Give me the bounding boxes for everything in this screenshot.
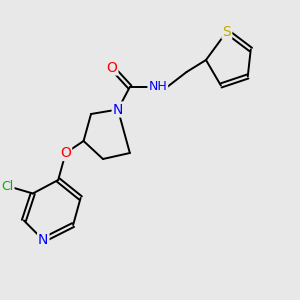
Text: N: N [38, 233, 49, 247]
Text: O: O [60, 146, 71, 160]
Text: O: O [106, 61, 117, 74]
Text: N: N [113, 103, 123, 116]
Text: Cl: Cl [1, 179, 13, 193]
Text: S: S [223, 25, 231, 38]
Text: NH: NH [148, 80, 167, 94]
